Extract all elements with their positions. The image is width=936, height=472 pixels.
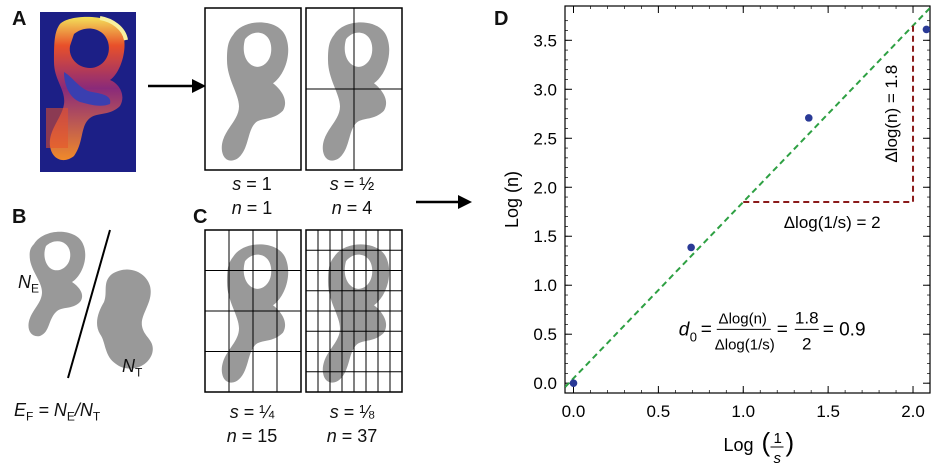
svg-text:Δlog(n) = 1.8: Δlog(n) = 1.8 [882,65,901,163]
ne-label: NE [18,272,40,296]
x-tick-label-1: 0.5 [647,402,671,421]
dx-annotation: Δlog(1/s) = 2 [784,213,881,232]
x-axis-label: Log (1 s) [724,427,795,467]
y-tick-label-2: 1.0 [533,276,557,295]
x-tick-label-0: 0.0 [562,402,586,421]
x-tick-label-3: 1.5 [816,402,840,421]
grid-box-2 [305,7,403,171]
loglog-chart: 0.0 0.5 1.0 1.5 2.0 0.0 0.5 1.0 1.5 2.0 2.5 3.0 3.5 L… [502,5,931,467]
thermal-bone-image [40,12,136,172]
panel-letter-a: A [12,8,27,30]
box-counting-grids [204,7,403,393]
grid-caption-1: s = 1 n = 1 [231,174,273,218]
svg-text:0: 0 [690,329,697,344]
svg-text:Log: Log [724,435,754,455]
y-tick-label-7: 3.5 [533,31,557,50]
svg-text:=: = [777,319,788,340]
y-tick-label-5: 2.5 [533,129,557,148]
y-axis-label: Log (n) [502,171,522,228]
svg-text:= 0.9: = 0.9 [823,319,866,340]
bone-split-illustration [28,229,153,379]
svg-text:2: 2 [802,334,811,353]
svg-text:(: ( [762,427,771,457]
grid-caption-4: s = ⅛ n = 37 [326,402,378,446]
nt-label: NT [122,356,143,380]
y-tick-label-1: 0.5 [533,325,557,344]
y-tick-label-3: 1.5 [533,227,557,246]
y-tick-label-4: 2.0 [533,178,557,197]
data-point-3 [922,25,930,34]
svg-text:=: = [701,319,712,340]
y-tick-label-6: 3.0 [533,80,557,99]
dy-annotation: Δlog(n) = 1.8 [882,65,901,163]
data-point-0 [569,379,578,388]
x-tick-label-4: 2.0 [901,402,925,421]
grid-caption-3: s = ¼ n = 15 [226,402,278,446]
ef-equation: EF = NE/NT [14,400,101,424]
svg-text:Δlog(n): Δlog(n) [719,310,767,327]
fit-line [565,7,930,388]
data-point-2 [804,114,813,122]
y-tick-label-0: 0.0 [533,374,557,393]
grid-caption-2: s = ½ n = 4 [329,174,375,218]
svg-text:Δlog(1/s): Δlog(1/s) [715,336,775,353]
svg-text:s: s [774,450,782,467]
svg-text:1: 1 [774,430,782,447]
plot-frame [564,5,931,394]
arrow-right-icon-2 [416,195,472,209]
svg-text:): ) [786,427,795,457]
panel-letter-d: D [494,8,509,30]
dimension-formula: d 0 = Δlog(n) Δlog(1/s)= 1.8 2 = 0.9 [679,308,866,353]
data-point-1 [687,243,695,252]
panel-letter-b: B [12,206,27,228]
grid-box-4 [305,229,403,393]
arrow-right-icon [148,79,206,93]
panel-letter-c: C [193,206,208,228]
grid-box-1 [204,7,302,171]
svg-text:d: d [679,319,691,340]
grid-box-3 [204,229,302,393]
svg-text:1.8: 1.8 [795,308,819,327]
x-tick-label-2: 1.0 [731,402,755,421]
